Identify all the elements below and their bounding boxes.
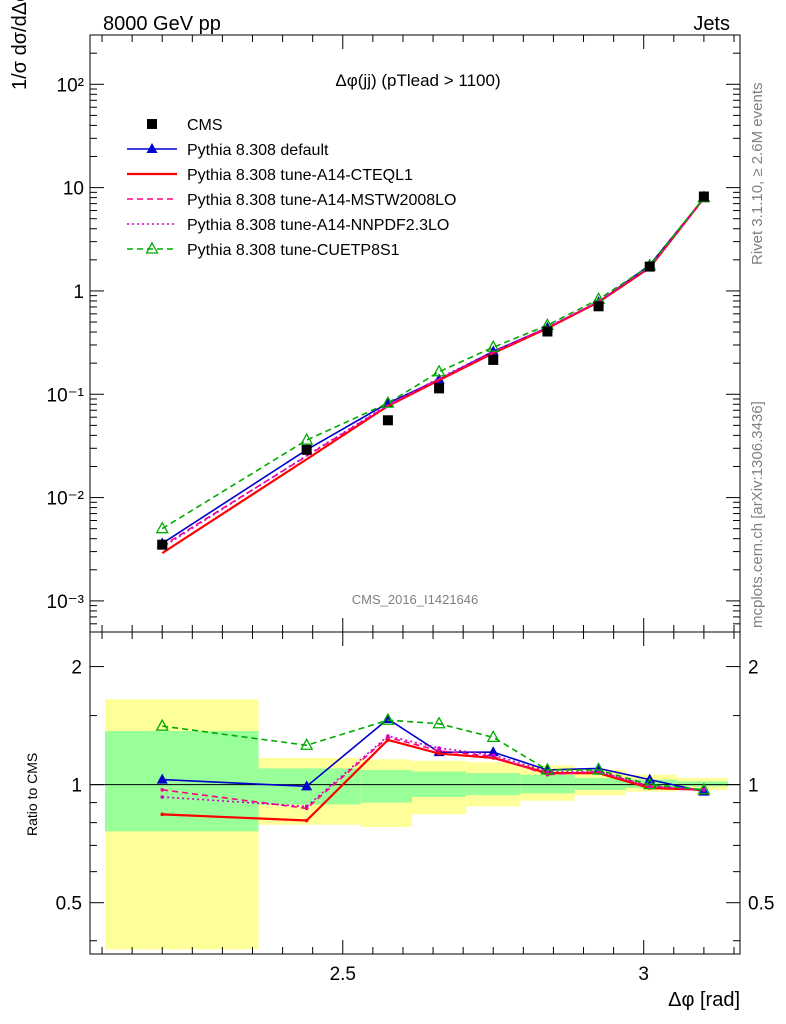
legend-label: Pythia 8.308 tune-A14-CTEQL1 (187, 167, 413, 184)
ratio-series-line (162, 735, 704, 808)
ratio-ytick-label: 2 (71, 658, 82, 679)
ratio-series-line (162, 719, 704, 791)
mcplots-label: mcplots.cern.ch [arXiv:1306.3436] (749, 401, 766, 628)
header-right: Jets (693, 13, 730, 35)
ratio-data-point (491, 753, 496, 757)
main-ylabel: 1/σ dσ/dΔφ [rad⁻¹] (9, 0, 31, 90)
ratio-data-point (643, 777, 657, 790)
ratio-ytick-label: 0.5 (56, 894, 82, 915)
legend-marker (145, 241, 159, 254)
band-green (574, 777, 626, 790)
legend-label: Pythia 8.308 tune-CUETP8S1 (187, 242, 400, 259)
ratio-data-point (160, 795, 165, 799)
ratio-data-point (432, 716, 446, 729)
main-plot-area (155, 190, 711, 555)
main-series-3 (161, 197, 705, 547)
ratio-data-point (540, 762, 555, 775)
main-axis-ticks: 10⁻³ 10⁻² 10⁻¹ 1 10 10² (47, 34, 740, 633)
ratio-data-point (304, 804, 309, 809)
main-data-point (155, 521, 169, 534)
ratio-ytick-label: 1 (71, 776, 82, 797)
ratio-series-4 (155, 712, 711, 795)
ratio-plot-area (90, 699, 740, 950)
band-green (360, 769, 412, 803)
ratio-data-point (304, 818, 309, 823)
main-data-point (382, 415, 393, 426)
ratio-data-point (487, 746, 499, 757)
main-ytick-label: 10⁻¹ (47, 385, 85, 406)
ratio-ytick-label-right: 1 (748, 776, 759, 797)
legend-marker (147, 119, 157, 129)
ratio-data-point (647, 784, 652, 789)
legend: CMS Pythia 8.308 default Pythia 8.308 tune… (127, 117, 456, 259)
band-green (625, 779, 677, 789)
ratio-ytick-label-right: 2 (748, 658, 759, 679)
main-data-point (432, 364, 446, 377)
main-series-0 (157, 191, 709, 550)
legend-label: Pythia 8.308 default (187, 142, 329, 159)
header-left: 8000 GeV pp (103, 13, 221, 35)
ratio-ylabel: Ratio to CMS (24, 753, 40, 836)
ratio-xlabel: Δφ [rad] (668, 989, 740, 1011)
main-data-point (644, 261, 655, 272)
main-data-point (434, 383, 445, 394)
ratio-data-point (437, 751, 441, 756)
main-ytick-label: 10⁻³ (47, 592, 85, 613)
ratio-data-point (437, 748, 441, 753)
main-data-point (301, 444, 312, 455)
main-data-point (486, 339, 500, 352)
main-ytick-label: 10² (57, 75, 84, 96)
legend-label: Pythia 8.308 tune-A14-MSTW2008LO (187, 192, 456, 209)
main-data-point (593, 301, 604, 312)
main-data-point (542, 326, 553, 337)
ratio-data-point (160, 812, 165, 817)
main-title: Δφ(jj) (pTlead > 1100) (335, 71, 500, 90)
band-green (676, 781, 728, 787)
ratio-data-point (386, 734, 390, 738)
ratio-data-point (156, 773, 168, 784)
legend-label: CMS (187, 117, 223, 134)
main-series-line (161, 197, 705, 547)
ratio-data-point (160, 788, 165, 792)
main-data-point (488, 354, 499, 365)
ratio-data-point (301, 780, 313, 791)
legend-label: Pythia 8.308 tune-A14-NNPDF2.3LO (187, 217, 449, 234)
main-ytick-label: 1 (73, 282, 84, 303)
main-ytick-label: 10 (63, 179, 84, 200)
ratio-axis-ticks: 0.5 0.5 1 1 2 2 2.5 3 (56, 632, 774, 985)
ratio-ytick-label-right: 0.5 (748, 894, 774, 915)
legend-marker (146, 143, 158, 153)
main-ytick-label: 10⁻² (47, 489, 85, 510)
ratio-data-point (486, 729, 500, 742)
ratio-data-point (437, 746, 441, 750)
rivet-label: Rivet 3.1.10, ≥ 2.6M events (749, 83, 766, 266)
main-data-point (300, 432, 314, 445)
main-series-line (161, 197, 705, 530)
ratio-data-point (697, 782, 711, 795)
ratio-data-point (591, 762, 606, 775)
main-data-point (698, 191, 709, 202)
ratio-data-point (702, 788, 706, 792)
main-data-point (157, 539, 168, 550)
ratio-xtick-label: 2.5 (330, 964, 356, 985)
ratio-xtick-label: 3 (638, 964, 649, 985)
band-green (520, 774, 575, 794)
main-data-point (381, 395, 395, 408)
ratio-data-point (381, 712, 395, 725)
ratio-data-point (155, 718, 169, 731)
ratio-data-point (300, 737, 314, 750)
ratio-frame (89, 631, 741, 955)
watermark: CMS_2016_I1421646 (352, 592, 479, 607)
